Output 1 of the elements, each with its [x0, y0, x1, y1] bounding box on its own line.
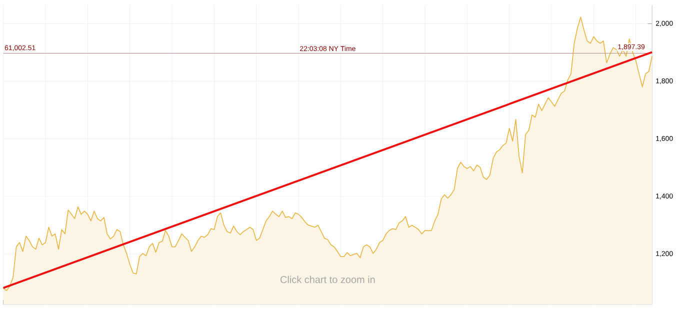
annotation: Click chart to zoom in — [280, 276, 375, 283]
